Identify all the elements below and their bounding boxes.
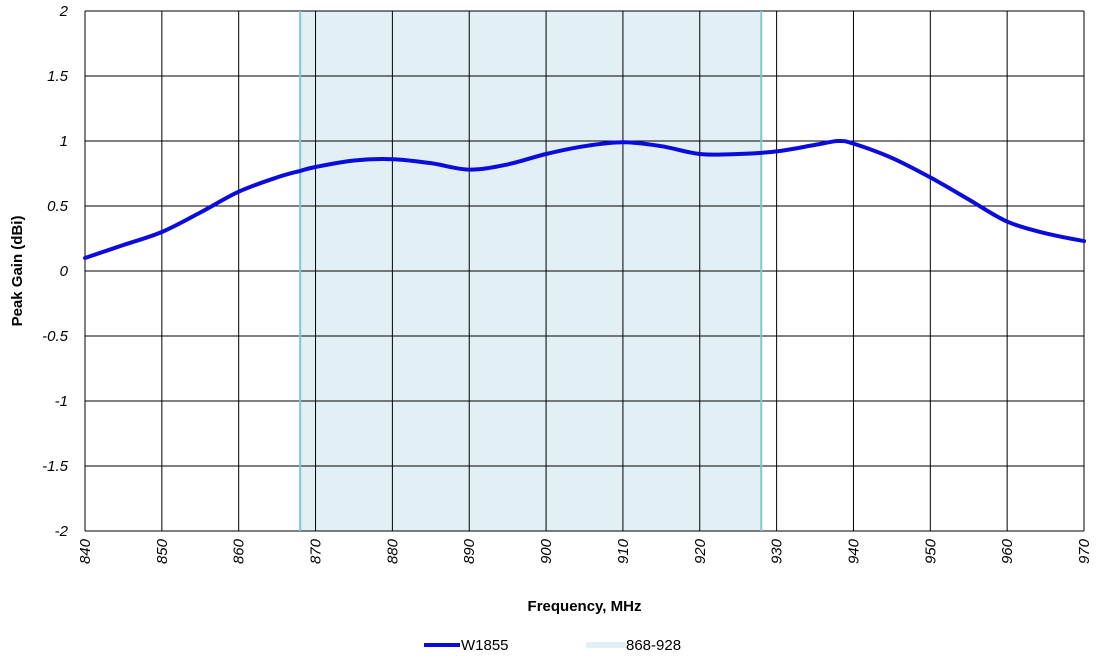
- x-tick-label: 850: [154, 538, 171, 564]
- plot-area: [83, 10, 1086, 532]
- x-tick-label: 860: [231, 538, 248, 564]
- y-tick-label: -1: [55, 393, 68, 410]
- legend-label-band: 868-928: [626, 637, 681, 654]
- y-axis-title: Peak Gain (dBi): [9, 216, 26, 327]
- x-tick-label: 940: [845, 538, 862, 564]
- y-tick-label: 1: [60, 133, 68, 150]
- x-tick-label: 890: [461, 538, 478, 564]
- y-tick-label: -0.5: [42, 328, 69, 345]
- x-axis-title: Frequency, MHz: [528, 598, 642, 615]
- x-tick-label: 900: [538, 538, 555, 564]
- x-tick-label: 880: [384, 538, 401, 564]
- x-tick-label: 960: [999, 538, 1016, 564]
- x-tick-label: 920: [692, 538, 709, 564]
- y-axis-tick-labels: 2 1.5 1 0.5 0 -0.5 -1 -1.5 -2: [42, 3, 69, 540]
- x-tick-label: 950: [922, 538, 939, 564]
- y-tick-label: -2: [55, 523, 69, 540]
- x-tick-label: 870: [308, 538, 325, 564]
- legend-swatch-band: [586, 642, 626, 648]
- y-tick-label: 0: [60, 263, 69, 280]
- series-line-w1855: [83, 138, 1086, 260]
- x-tick-label: 930: [769, 538, 786, 564]
- x-tick-label: 970: [1076, 538, 1093, 564]
- x-tick-label: 840: [77, 538, 94, 564]
- y-tick-label: 0.5: [47, 198, 69, 215]
- legend: W1855 868-928: [424, 637, 681, 654]
- x-axis-tick-labels: 840 850 860 870 880 890 900 910 920 930 940 950 960 9…: [77, 538, 1093, 564]
- y-tick-label: -1.5: [42, 458, 69, 475]
- grid-lines: [84, 10, 1085, 532]
- y-tick-label: 1.5: [47, 68, 69, 85]
- x-tick-label: 910: [615, 538, 632, 564]
- y-tick-label: 2: [59, 3, 69, 20]
- legend-label-w1855: W1855: [461, 637, 509, 654]
